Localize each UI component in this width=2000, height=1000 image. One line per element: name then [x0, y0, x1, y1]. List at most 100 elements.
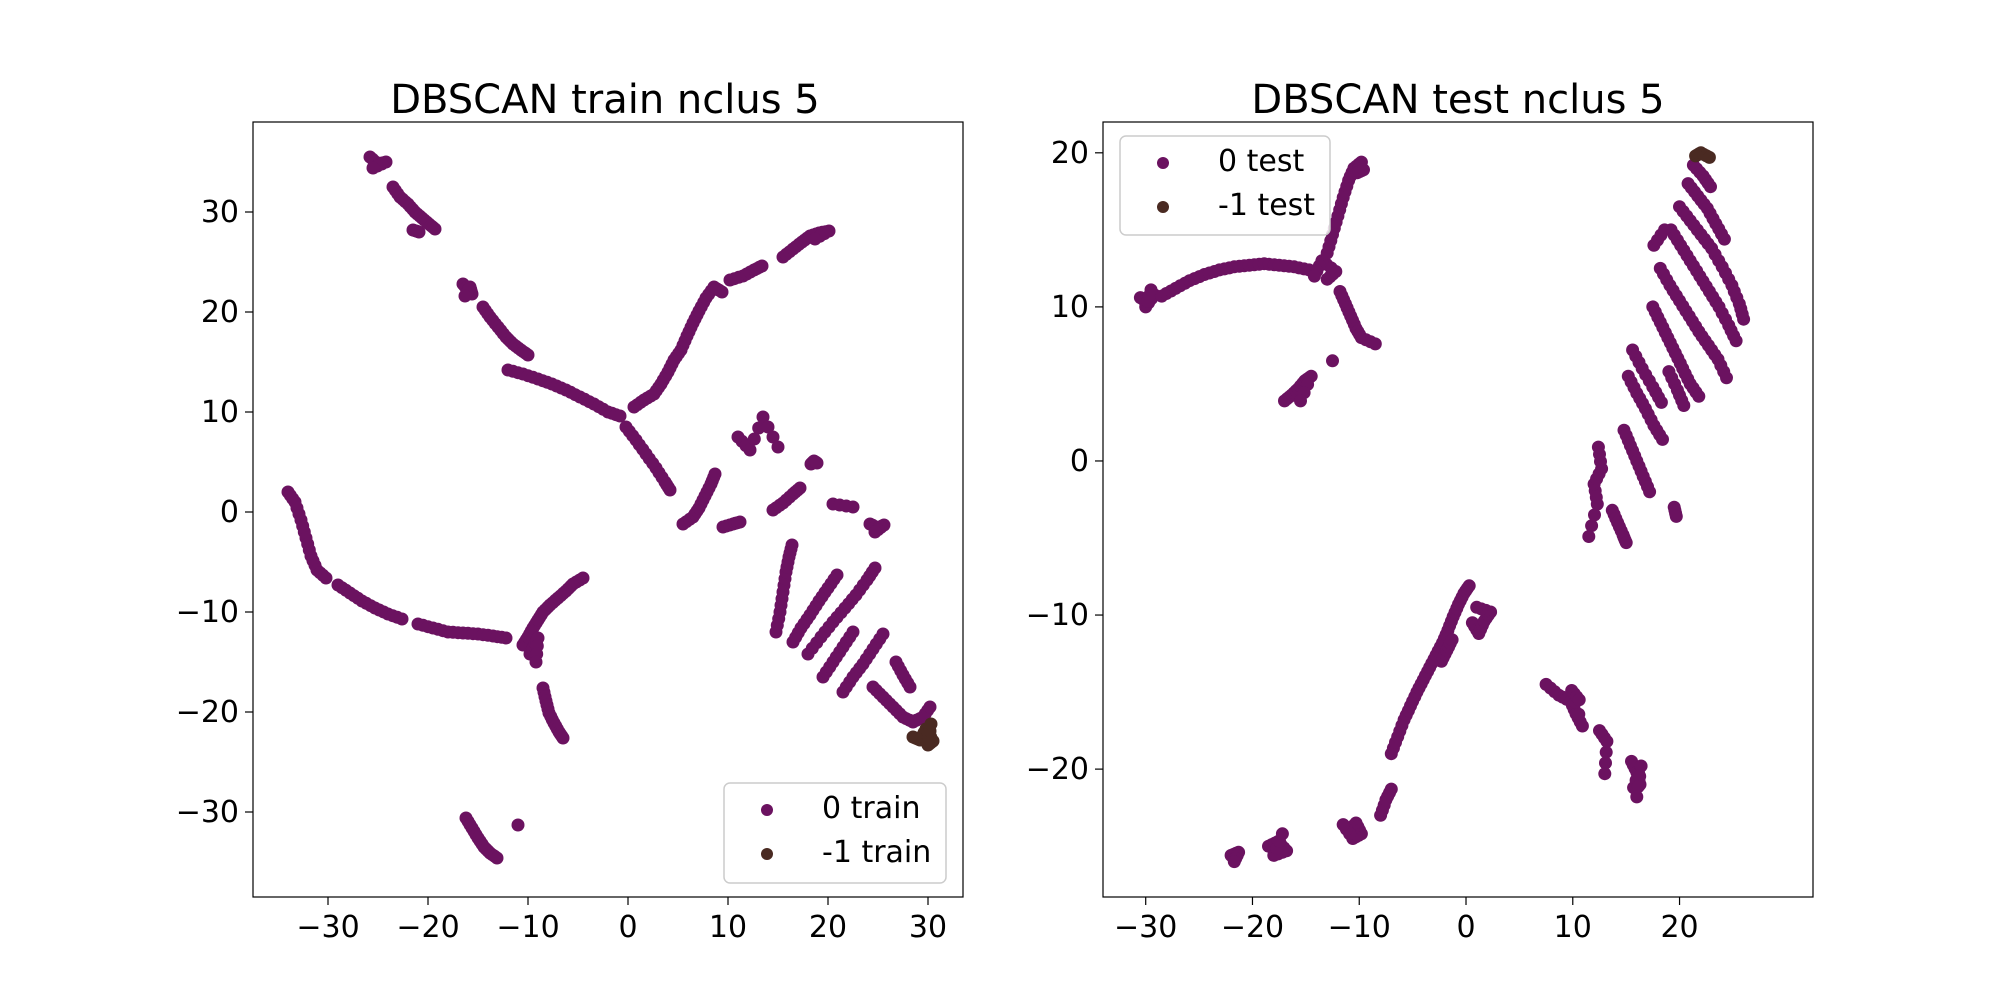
- data-point: [1445, 633, 1459, 647]
- data-point: [1307, 269, 1321, 283]
- train-x-axis: −30 −20 −10 0 10 20 30: [296, 897, 947, 945]
- train-chart: DBSCAN train nclus 5 −30 −20 −10 0 10 20 30 −3…: [176, 77, 964, 945]
- test-chart: DBSCAN test nclus 5 −30 −20 −10 0 10 20 −20 −1…: [1026, 77, 1814, 945]
- data-point: [1470, 600, 1484, 614]
- data-point: [743, 443, 757, 457]
- x-tick-label: −30: [1114, 910, 1177, 945]
- train-legend-marker-0: [761, 804, 773, 816]
- x-tick-label: −20: [396, 910, 459, 945]
- train-y-axis: −30 −20 −10 0 10 20 30: [176, 195, 253, 830]
- y-tick-label: 0: [220, 495, 239, 530]
- data-point: [1692, 389, 1706, 403]
- data-point: [1633, 769, 1647, 783]
- data-point: [1630, 790, 1644, 804]
- train-legend-box: [723, 782, 947, 884]
- data-point: [1737, 312, 1751, 326]
- test-x-axis: −30 −20 −10 0 10 20: [1114, 897, 1699, 945]
- data-point: [395, 612, 409, 626]
- train-series-1: [906, 717, 940, 752]
- train-legend-label-0: 0 train: [822, 791, 920, 826]
- train-legend: 0 train -1 train: [723, 782, 947, 884]
- train-axes-frame: [252, 121, 964, 898]
- x-tick-label: −10: [1328, 910, 1391, 945]
- x-tick-label: 0: [618, 910, 637, 945]
- test-points-layer: [1133, 146, 1751, 869]
- data-point: [663, 483, 677, 497]
- test-legend-marker-1: [1157, 201, 1169, 213]
- data-point: [1585, 519, 1599, 533]
- data-point: [412, 225, 426, 239]
- data-point: [1591, 440, 1605, 454]
- data-point: [490, 851, 504, 865]
- data-point: [903, 680, 917, 694]
- data-point: [613, 409, 627, 423]
- data-point: [1582, 530, 1596, 543]
- data-point: [1677, 399, 1691, 412]
- data-point: [1599, 756, 1612, 770]
- data-point: [1572, 707, 1586, 721]
- data-point: [924, 717, 938, 731]
- data-point: [766, 430, 780, 444]
- data-point: [1729, 334, 1743, 348]
- test-series-0: [1133, 155, 1751, 869]
- data-point: [576, 571, 590, 585]
- data-point: [1227, 855, 1241, 869]
- data-point: [458, 289, 472, 303]
- y-tick-label: −20: [176, 695, 239, 730]
- data-point: [428, 222, 442, 236]
- x-tick-label: 20: [1660, 910, 1698, 945]
- data-point: [1643, 485, 1657, 499]
- train-points-layer: [281, 150, 940, 865]
- data-point: [1588, 508, 1601, 522]
- test-series-1: [1689, 146, 1716, 164]
- data-point: [868, 525, 882, 539]
- data-point: [1326, 354, 1339, 368]
- data-point: [1631, 780, 1645, 794]
- test-y-axis: −20 −10 0 10 20: [1026, 136, 1103, 787]
- data-point: [810, 456, 824, 470]
- data-point: [733, 515, 747, 529]
- data-point: [756, 410, 770, 424]
- data-point: [1294, 394, 1307, 408]
- test-legend-label-0: 0 test: [1218, 144, 1304, 179]
- y-tick-label: 20: [201, 295, 239, 330]
- data-point: [366, 161, 380, 175]
- y-tick-label: 10: [1051, 290, 1089, 325]
- x-tick-label: 0: [1456, 910, 1475, 945]
- data-point: [1704, 180, 1717, 194]
- data-point: [511, 818, 525, 832]
- data-point: [771, 440, 785, 454]
- data-point: [1462, 579, 1476, 593]
- x-tick-label: 20: [809, 910, 847, 945]
- y-tick-label: 20: [1051, 136, 1089, 171]
- data-point: [1575, 719, 1589, 733]
- data-point: [1720, 371, 1733, 385]
- data-point: [1600, 734, 1614, 748]
- data-point: [761, 420, 775, 434]
- train-series-0: [281, 150, 937, 865]
- data-point: [529, 655, 543, 669]
- data-point: [521, 348, 535, 362]
- data-point: [556, 731, 570, 745]
- data-point: [1656, 432, 1669, 446]
- test-legend-label-1: -1 test: [1218, 188, 1315, 223]
- data-point: [1658, 223, 1672, 237]
- data-point: [708, 467, 722, 481]
- data-point: [1368, 337, 1382, 351]
- data-point: [793, 481, 807, 495]
- y-tick-label: 0: [1070, 444, 1089, 479]
- data-point: [1654, 395, 1668, 409]
- data-point: [808, 232, 822, 246]
- y-tick-label: −10: [176, 595, 239, 630]
- data-point: [1669, 509, 1683, 523]
- y-tick-label: −30: [176, 795, 239, 830]
- train-legend-label-1: -1 train: [822, 835, 931, 870]
- data-point: [1619, 536, 1633, 550]
- x-tick-label: −10: [496, 910, 559, 945]
- data-point: [1384, 782, 1398, 796]
- data-point: [923, 700, 937, 714]
- data-point: [1702, 150, 1716, 164]
- data-point: [785, 538, 799, 552]
- x-tick-label: 10: [1554, 910, 1592, 945]
